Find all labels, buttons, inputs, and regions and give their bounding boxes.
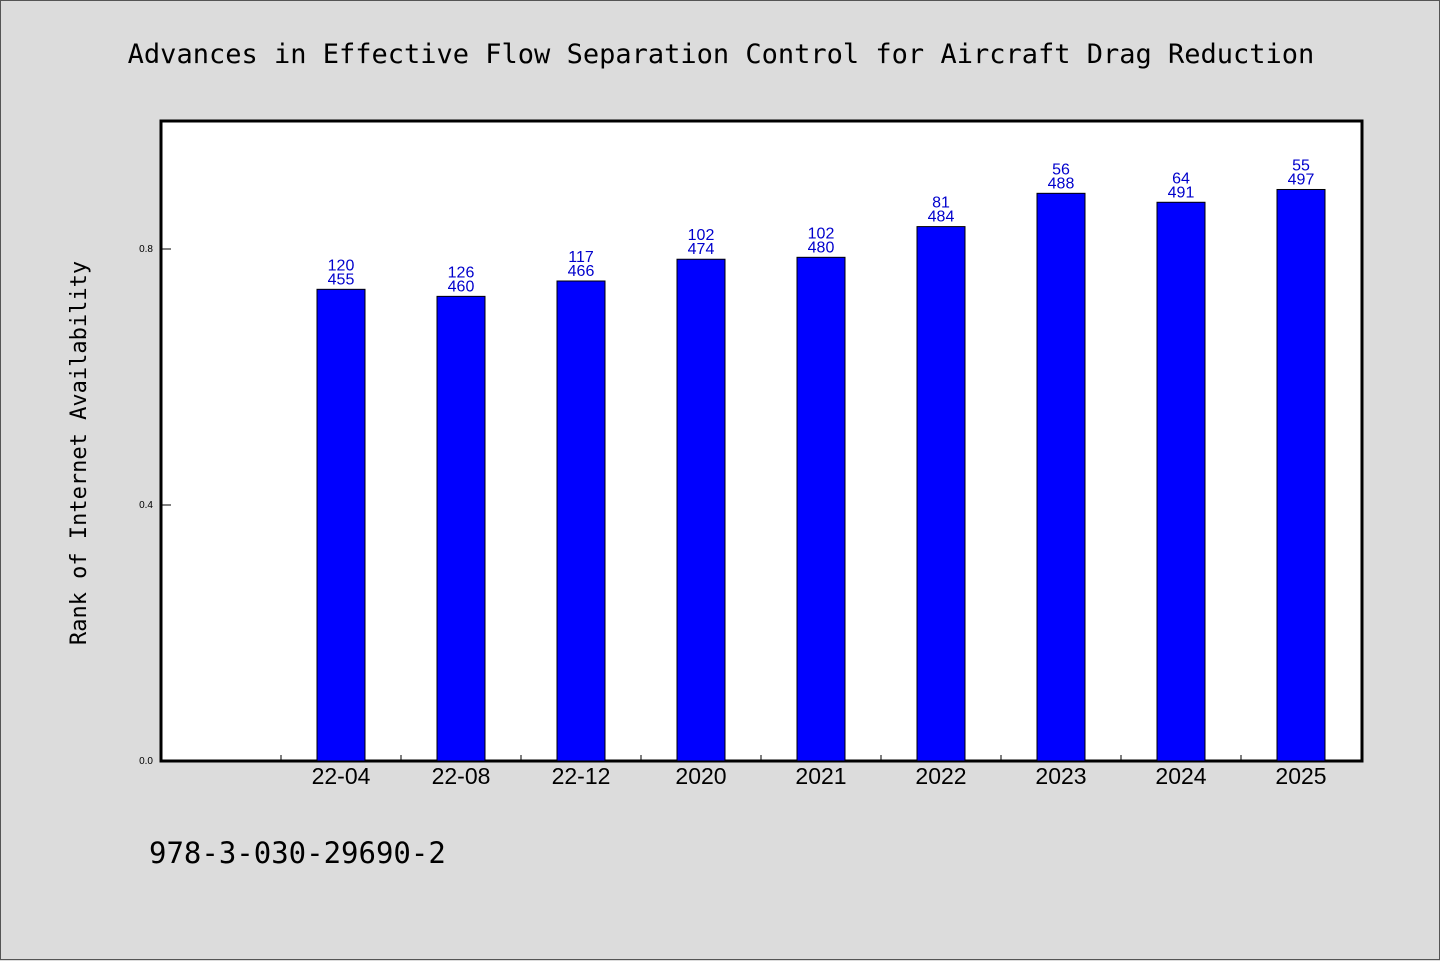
y-tick-label: 0.0 bbox=[139, 756, 153, 767]
bar-data-label-top: 81 bbox=[932, 195, 950, 212]
bar bbox=[1156, 201, 1206, 762]
y-axis-label: Rank of Internet Availability bbox=[67, 261, 92, 645]
bar-data-label-bottom: 480 bbox=[808, 239, 835, 256]
x-tick-label: 2024 bbox=[1155, 763, 1206, 789]
y-axis-ticks: 0.0 0.4 0.8 bbox=[139, 244, 171, 767]
bar-data-label-bottom: 497 bbox=[1288, 171, 1315, 188]
bar bbox=[796, 256, 846, 762]
isbn-label: 978-3-030-29690-2 bbox=[149, 836, 446, 870]
bar bbox=[556, 280, 606, 762]
x-tick-label: 2020 bbox=[675, 763, 726, 789]
x-tick-label: 22-08 bbox=[432, 763, 491, 789]
bar-data-label-top: 102 bbox=[808, 225, 835, 242]
y-tick-label: 0.8 bbox=[139, 244, 153, 255]
x-axis-ticks: 22-04 22-08 22-12 2020 2021 2022 2023 2024 2025 bbox=[280, 755, 1327, 789]
bar bbox=[916, 226, 966, 762]
y-tick-label: 0.4 bbox=[139, 500, 153, 511]
bar bbox=[436, 295, 486, 762]
bar bbox=[316, 288, 366, 762]
bar-data-label-top: 126 bbox=[448, 264, 475, 281]
x-tick-label: 22-12 bbox=[552, 763, 611, 789]
bar bbox=[1276, 188, 1326, 762]
bar-data-label-top: 120 bbox=[328, 257, 355, 274]
bar-data-label-top: 55 bbox=[1292, 157, 1310, 174]
x-tick-label: 2022 bbox=[915, 763, 966, 789]
bar bbox=[1036, 192, 1086, 762]
bar-data-label-bottom: 484 bbox=[928, 209, 955, 226]
x-tick-label: 2025 bbox=[1275, 763, 1326, 789]
bar-data-label-bottom: 466 bbox=[568, 263, 595, 280]
bar-data-label-top: 56 bbox=[1052, 161, 1070, 178]
x-tick-label: 2021 bbox=[795, 763, 846, 789]
bar-data-label-bottom: 455 bbox=[328, 271, 355, 288]
bar-data-label-bottom: 474 bbox=[688, 241, 715, 258]
bar-data-label-top: 117 bbox=[568, 249, 594, 266]
bar-data-label-bottom: 460 bbox=[448, 278, 475, 295]
bar-data-label-bottom: 491 bbox=[1168, 184, 1195, 201]
bar-data-label-top: 102 bbox=[688, 227, 715, 244]
x-tick-label: 2023 bbox=[1035, 763, 1086, 789]
bar-data-label-bottom: 488 bbox=[1048, 175, 1075, 192]
x-tick-label: 22-04 bbox=[312, 763, 371, 789]
chart-title: Advances in Effective Flow Separation Co… bbox=[128, 39, 1315, 70]
bar bbox=[676, 258, 726, 762]
bar-data-label-top: 64 bbox=[1172, 170, 1190, 187]
bars-group bbox=[316, 188, 1326, 762]
